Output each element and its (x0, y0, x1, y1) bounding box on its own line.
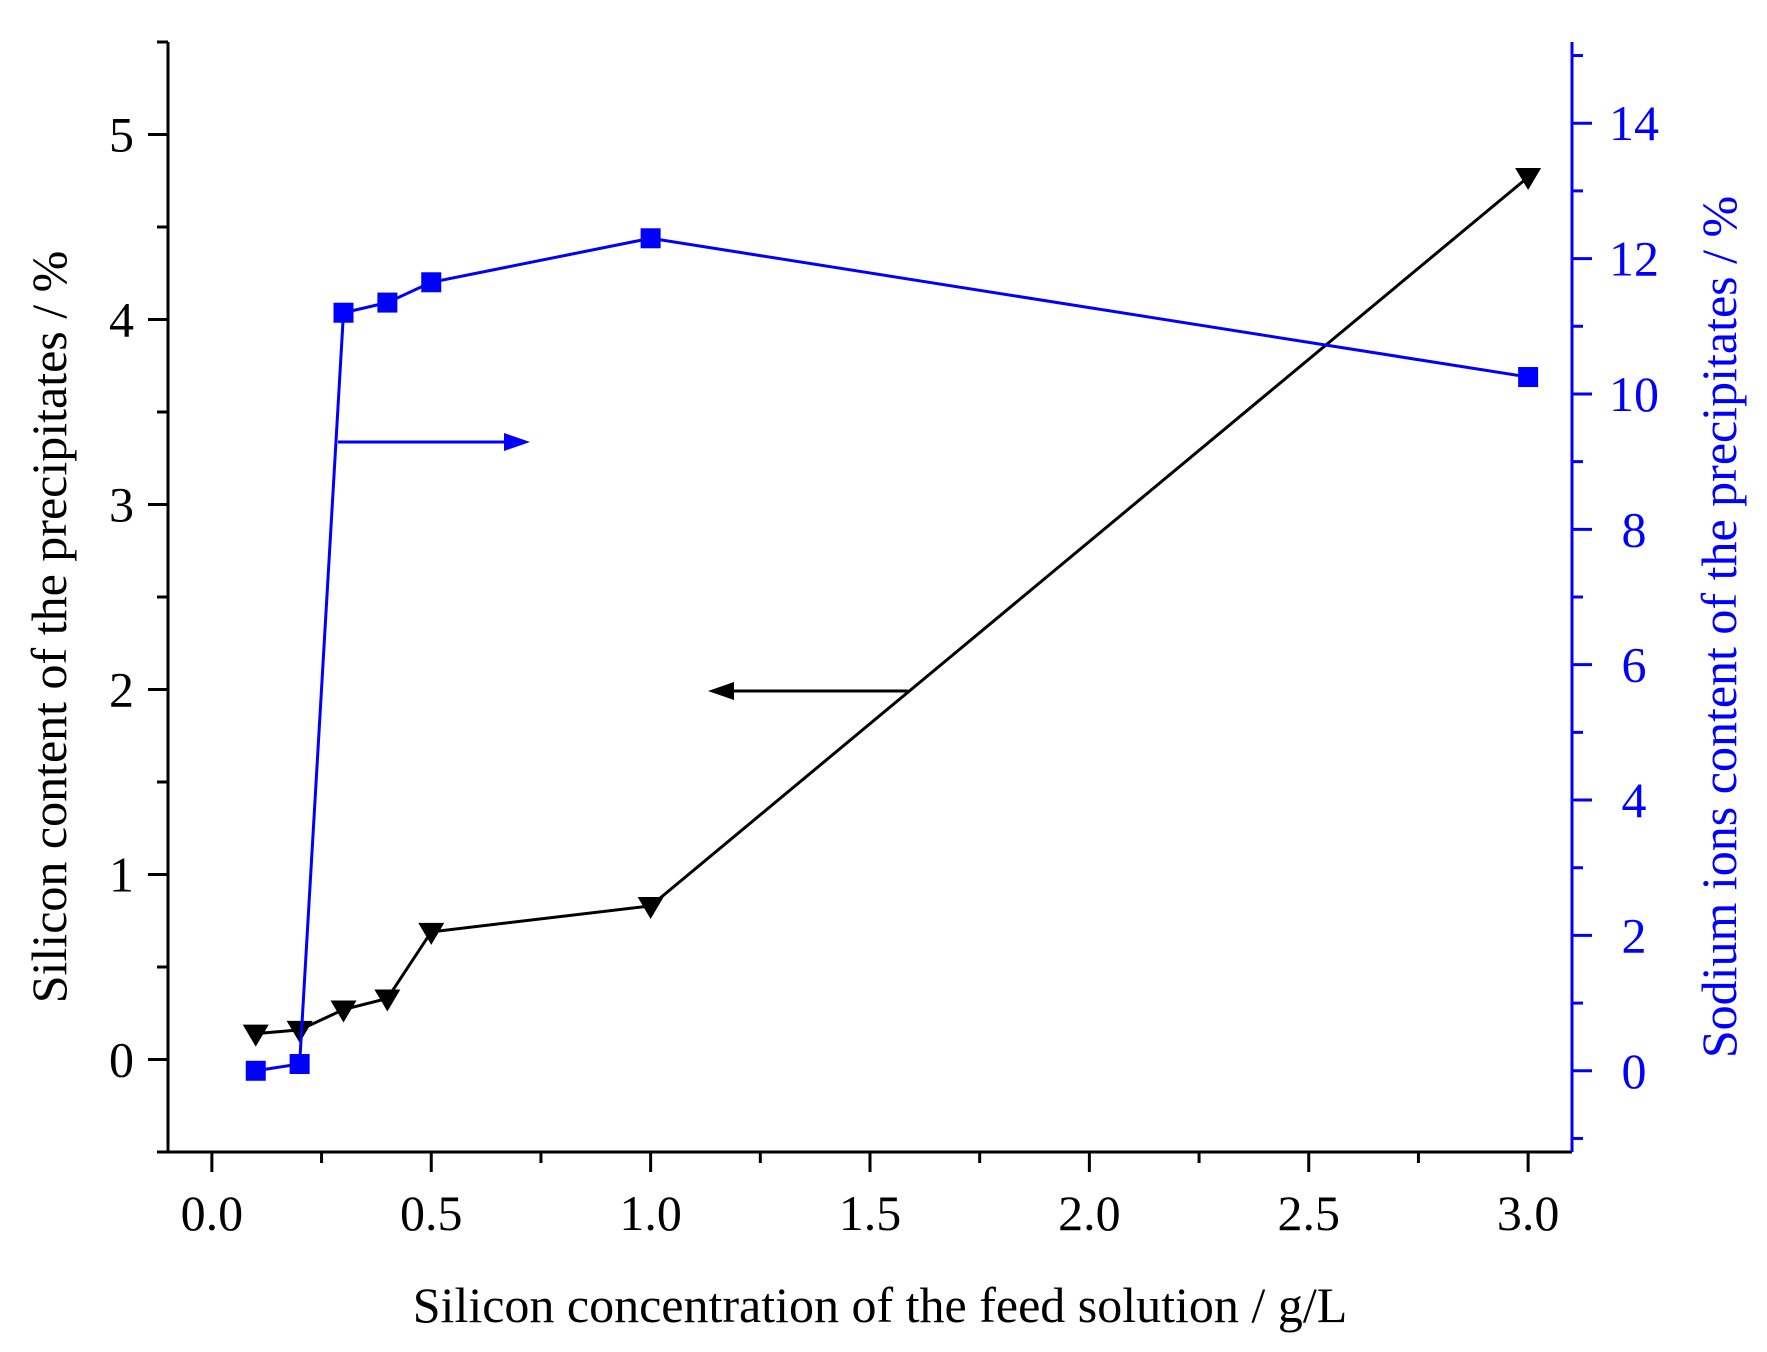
x-tick-label: 1.0 (619, 1185, 682, 1241)
y-tick-label: 3 (109, 477, 134, 533)
y2-tick-label: 14 (1609, 95, 1659, 151)
data-point-sodium-ions-content (1518, 367, 1539, 388)
data-point-sodium-ions-content (333, 302, 354, 323)
x-tick-label: 2.5 (1278, 1185, 1341, 1241)
y-tick-label: 4 (109, 292, 134, 348)
x-axis-title: Silicon concentration of the feed soluti… (413, 1277, 1348, 1333)
x-tick-label: 3.0 (1497, 1185, 1560, 1241)
data-point-silicon-content (1515, 168, 1542, 191)
data-point-silicon-content (330, 1000, 357, 1023)
data-point-silicon-content (637, 896, 664, 919)
data-point-sodium-ions-content (377, 292, 398, 313)
x-tick-label: 2.0 (1058, 1185, 1121, 1241)
y-tick-label: 0 (109, 1032, 134, 1088)
y2-axis-title: Sodium ions content of the precipitates … (1691, 196, 1747, 1058)
y2-tick-label: 6 (1622, 637, 1647, 693)
y2-tick-label: 4 (1622, 772, 1647, 828)
data-point-silicon-content (286, 1020, 313, 1043)
y-axis-title: Silicon content of the precipitates / % (21, 251, 77, 1004)
y-tick-label: 1 (109, 847, 134, 903)
data-point-sodium-ions-content (640, 228, 661, 249)
data-point-silicon-content (242, 1024, 269, 1047)
data-point-sodium-ions-content (421, 272, 442, 293)
y2-tick-label: 0 (1622, 1043, 1647, 1099)
y2-tick-label: 12 (1609, 231, 1659, 287)
y2-tick-label: 2 (1622, 907, 1647, 963)
data-point-sodium-ions-content (289, 1054, 310, 1075)
y2-tick-label: 8 (1622, 501, 1647, 557)
arrow-head-right-sodium (504, 433, 530, 451)
y2-tick-label: 10 (1609, 366, 1659, 422)
data-point-silicon-content (418, 922, 445, 945)
y-tick-label: 5 (109, 107, 134, 163)
x-tick-label: 1.5 (839, 1185, 902, 1241)
data-point-sodium-ions-content (245, 1060, 266, 1081)
x-tick-label: 0.0 (181, 1185, 244, 1241)
y-tick-label: 2 (109, 662, 134, 718)
data-point-silicon-content (374, 989, 401, 1012)
arrow-head-left-silicon (708, 682, 734, 700)
x-tick-label: 0.5 (400, 1185, 463, 1241)
